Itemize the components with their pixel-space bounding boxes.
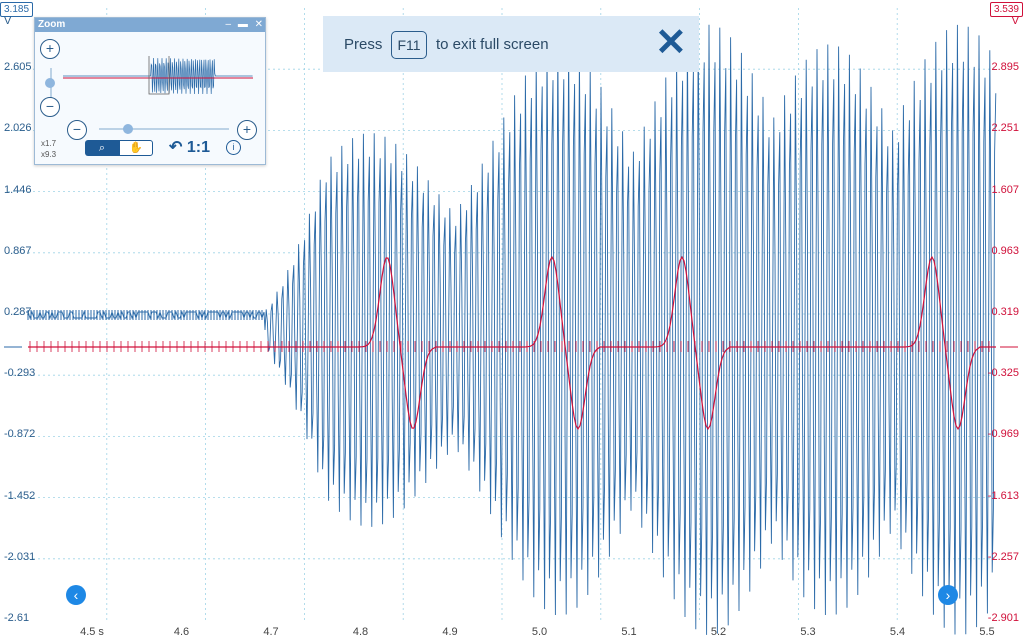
channel-b-axis-label: -1.613 <box>988 490 1019 502</box>
time-axis-label: 5.0 <box>532 626 547 638</box>
channel-a-axis-label: -2.61 <box>4 612 29 624</box>
channel-b-range-value: 3.539 <box>994 4 1019 15</box>
channel-a-axis-label: -0.872 <box>4 428 35 440</box>
horizontal-zoom-knob[interactable] <box>123 124 133 134</box>
channel-a-axis-label: -2.031 <box>4 551 35 563</box>
zoom-out-horizontal-button[interactable]: − <box>67 120 87 140</box>
zoom-preview[interactable] <box>63 56 253 96</box>
channel-b-axis-label: 2.251 <box>991 122 1019 134</box>
channel-a-axis-label: 2.026 <box>4 122 32 134</box>
time-axis-label: 5.5 <box>979 626 994 638</box>
zoom-tool-button[interactable]: ⌕ <box>85 140 119 156</box>
zoom-in-horizontal-button[interactable]: + <box>237 120 257 140</box>
time-axis-label: 4.9 <box>442 626 457 638</box>
zoom-window-controls: – ▬ ✕ <box>221 18 263 32</box>
channel-a-axis-label: -0.293 <box>4 367 35 379</box>
time-axis-label: 5.4 <box>890 626 905 638</box>
close-icon[interactable]: ✕ <box>655 24 687 62</box>
fullscreen-press-text: Press <box>344 36 382 53</box>
close-button[interactable]: ✕ <box>255 19 263 30</box>
chevron-left-icon: ‹ <box>74 587 79 603</box>
time-axis-label: 4.6 <box>174 626 189 638</box>
channel-b-axis-label: 2.895 <box>991 61 1019 73</box>
time-axis-label: 5.3 <box>800 626 815 638</box>
pan-tool-button[interactable]: ✋ <box>119 140 153 156</box>
channel-a-range-value: 3.185 <box>4 4 29 15</box>
time-axis-label: 4.5 s <box>80 626 104 638</box>
channel-a-unit: V <box>4 15 11 27</box>
maximize-button[interactable]: ▬ <box>238 19 248 30</box>
time-axis-label: 5.2 <box>711 626 726 638</box>
channel-a-axis-label: 0.867 <box>4 245 32 257</box>
reset-zoom-label: 1:1 <box>187 139 210 156</box>
chevron-right-icon: › <box>946 587 951 603</box>
channel-a-axis-label: -1.452 <box>4 490 35 502</box>
info-icon: i <box>233 142 235 152</box>
channel-a-axis-label: 1.446 <box>4 184 32 196</box>
channel-b-axis-label: 1.607 <box>991 184 1019 196</box>
preview-trace-a <box>63 58 253 94</box>
magnifier-icon: ⌕ <box>99 142 105 154</box>
fullscreen-rest-text: to exit full screen <box>436 36 549 53</box>
info-button[interactable]: i <box>226 140 241 155</box>
zoom-in-vertical-button[interactable]: + <box>40 39 60 59</box>
horizontal-zoom-slider[interactable] <box>99 128 229 130</box>
vertical-zoom-knob[interactable] <box>45 78 55 88</box>
zoom-x-factor: x1.7 <box>41 139 56 148</box>
channel-b-axis-label: -0.969 <box>988 428 1019 440</box>
time-axis-label: 4.7 <box>263 626 278 638</box>
channel-b-axis-label: 0.963 <box>991 245 1019 257</box>
channel-b-axis-label: -0.325 <box>988 367 1019 379</box>
channel-a-axis-label: 2.605 <box>4 61 32 73</box>
time-axis-label: 5.1 <box>621 626 636 638</box>
channel-b-axis-label: -2.257 <box>988 551 1019 563</box>
reset-zoom-button[interactable]: ↶ 1:1 <box>169 137 210 157</box>
fullscreen-banner: Press F11 to exit full screen ✕ <box>323 16 699 72</box>
channel-b-axis-label: 0.319 <box>991 306 1019 318</box>
zoom-out-vertical-button[interactable]: − <box>40 97 60 117</box>
undo-icon: ↶ <box>169 139 182 156</box>
hand-icon: ✋ <box>129 142 143 154</box>
time-axis-label: 4.8 <box>353 626 368 638</box>
minimize-button[interactable]: – <box>225 19 231 30</box>
channel-b-axis-label: -2.901 <box>988 612 1019 624</box>
fullscreen-key: F11 <box>391 31 427 59</box>
zoom-y-factor: x9.3 <box>41 150 56 159</box>
channel-a-axis-label: 0.287 <box>4 306 32 318</box>
scroll-left-button[interactable]: ‹ <box>66 585 86 605</box>
scroll-right-button[interactable]: › <box>938 585 958 605</box>
channel-b-unit: V <box>1012 15 1019 27</box>
zoom-overview-window[interactable]: Zoom – ▬ ✕ + − − + x1.7 x9.3 ⌕ ✋ ↶ 1:1 i <box>34 17 266 165</box>
